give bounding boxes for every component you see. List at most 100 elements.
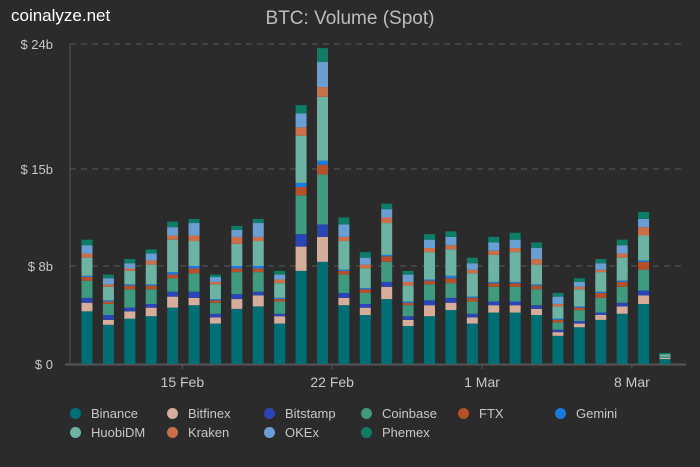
legend-dot-icon	[361, 426, 372, 438]
bar-segment-kraken	[424, 247, 436, 253]
bar-segment-bitstamp	[616, 302, 628, 307]
bar-segment-coinbase	[188, 273, 200, 292]
bar-segment-bitfinex	[616, 306, 628, 314]
bar-segment-kraken	[338, 236, 350, 242]
bar-segment-okex	[381, 209, 393, 218]
bar-segment-bitstamp	[445, 297, 457, 303]
legend-item-bitfinex[interactable]: Bitfinex	[167, 405, 264, 421]
bar-segment-bitfinex	[445, 302, 457, 311]
bar-segment-coinbase	[145, 289, 157, 304]
bar-segment-huobidm	[424, 252, 436, 280]
bar-segment-gemini	[124, 284, 136, 286]
bar-segment-bitstamp	[102, 315, 114, 320]
bar-segment-coinbase	[81, 280, 93, 298]
bar-segment-phemex	[124, 259, 136, 264]
bar-segment-kraken	[102, 284, 114, 287]
bar-segment-coinbase	[338, 274, 350, 293]
legend-item-coinbase[interactable]: Coinbase	[361, 405, 458, 421]
bar-segment-ftx	[381, 256, 393, 262]
bar-segment-ftx	[145, 285, 157, 290]
x-tick-label: 1 Mar	[464, 374, 500, 390]
bar-segment-binance	[231, 308, 243, 364]
bar-segment-kraken	[316, 87, 328, 97]
bar-segment-coinbase	[402, 305, 414, 317]
x-tick-label: 8 Mar	[614, 374, 650, 390]
legend-label: Bitfinex	[188, 405, 231, 421]
bar-segment-okex	[188, 223, 200, 236]
legend-label: Kraken	[188, 424, 230, 440]
legend-item-gemini[interactable]: Gemini	[555, 406, 652, 421]
bar-segment-coinbase	[595, 297, 607, 313]
chart-legend: Binance Bitfinex Bitstamp Coinbase FTX Gemini…	[70, 405, 680, 440]
legend-item-binance[interactable]: Binance	[70, 405, 167, 421]
bar-segment-ftx	[209, 300, 221, 303]
bar-segment-bitfinex	[102, 319, 114, 325]
bar-segment-gemini	[167, 272, 179, 275]
bar-segment-gemini	[188, 266, 200, 269]
bar-segment-binance	[616, 313, 628, 364]
bar-segment-huobidm	[595, 272, 607, 292]
legend-item-phemex[interactable]: Phemex	[361, 425, 458, 440]
bar-segment-okex	[274, 274, 286, 280]
bar-segment-gemini	[252, 266, 264, 269]
bar-segment-gemini	[616, 280, 628, 282]
brand-logo[interactable]: coinalyze.net	[11, 6, 111, 25]
bar-segment-gemini	[316, 160, 328, 165]
legend-label: Binance	[91, 405, 138, 421]
bar-segment-bitstamp	[509, 301, 521, 306]
legend-label: OKEx	[285, 424, 319, 440]
bar-segment-huobidm	[445, 249, 457, 276]
legend-label: Coinbase	[382, 405, 437, 421]
legend-item-bitstamp[interactable]: Bitstamp	[264, 405, 361, 421]
bar-segment-okex	[252, 223, 264, 237]
bar-segment-binance	[595, 319, 607, 364]
bar-segment-bitstamp	[552, 329, 564, 333]
bar-segment-phemex	[573, 278, 585, 282]
bar-segment-bitstamp	[488, 301, 500, 306]
bar-segment-coinbase	[552, 322, 564, 330]
legend-label: Bitstamp	[285, 405, 336, 421]
bar-segment-huobidm	[573, 289, 585, 307]
bar-segment-kraken	[231, 236, 243, 244]
bar-segment-binance	[209, 323, 221, 364]
bar-segment-phemex	[381, 203, 393, 210]
bar-segment-binance	[573, 327, 585, 364]
bar-segment-gemini	[295, 182, 307, 188]
bar-segment-gemini	[145, 284, 157, 286]
bar-segment-okex	[552, 296, 564, 304]
legend-item-huobidm[interactable]: HuobiDM	[70, 425, 167, 440]
bar-segment-kraken	[616, 253, 628, 258]
bar-segment-binance	[509, 312, 521, 364]
bar-segment-okex	[424, 239, 436, 248]
bar-segment-binance	[424, 316, 436, 364]
bar-segment-kraken	[531, 259, 543, 265]
bar-segment-ftx	[531, 285, 543, 290]
bar-segment-huobidm	[102, 286, 114, 301]
legend-item-okex[interactable]: OKEx	[264, 424, 361, 440]
bar-segment-bitfinex	[338, 297, 350, 306]
bar-segment-coinbase	[659, 356, 671, 358]
bar-segment-gemini	[445, 275, 457, 279]
bar-segment-bitstamp	[424, 300, 436, 306]
bar-segment-kraken	[167, 235, 179, 240]
bar-segment-phemex	[209, 274, 221, 278]
bar-segment-phemex	[102, 274, 114, 279]
bar-segment-coinbase	[616, 286, 628, 303]
legend-item-kraken[interactable]: Kraken	[167, 424, 264, 440]
bar-segment-bitstamp	[381, 281, 393, 287]
bar-segment-bitstamp	[638, 290, 650, 296]
legend-item-ftx[interactable]: FTX	[458, 406, 555, 421]
bar-segment-bitstamp	[274, 313, 286, 317]
bar-segment-phemex	[167, 221, 179, 228]
bar-segment-gemini	[209, 299, 221, 301]
bar-segment-bitfinex	[402, 319, 414, 327]
bar-segment-binance	[402, 326, 414, 364]
bar-segment-bitfinex	[81, 302, 93, 312]
bar-segment-kraken	[209, 281, 221, 285]
bar-segment-huobidm	[274, 283, 286, 298]
bar-segment-bitfinex	[381, 286, 393, 300]
bar-segment-binance	[145, 316, 157, 364]
bar-segment-phemex	[252, 218, 264, 224]
bar-segment-bitfinex	[595, 315, 607, 320]
bar-segment-huobidm	[659, 354, 671, 357]
